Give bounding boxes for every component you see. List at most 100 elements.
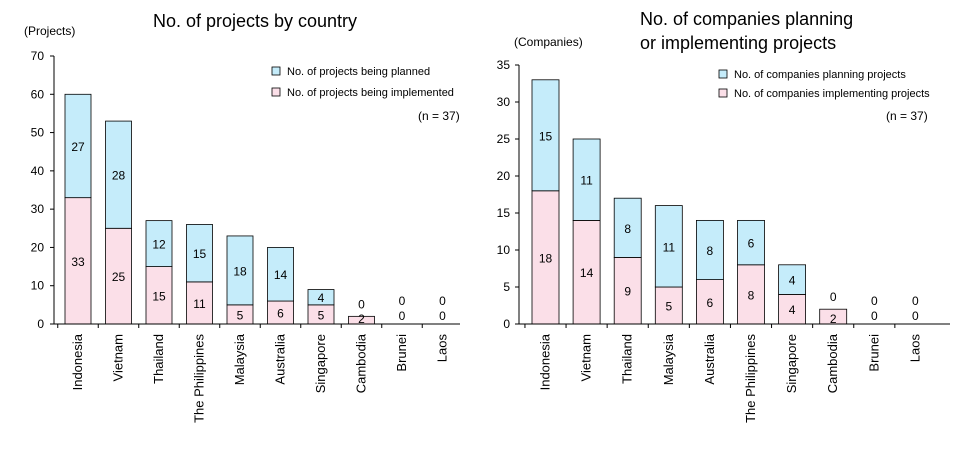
chart-1-data-label-planned: 0 bbox=[399, 294, 406, 308]
chart-2-category-label: Indonesia bbox=[538, 333, 553, 390]
chart-2-bar-implemented-vietnam bbox=[572, 219, 601, 325]
chart-1-data-label-planned: 0 bbox=[358, 297, 365, 311]
chart-2-data-label-implemented: 0 bbox=[871, 309, 878, 323]
chart-1-legend-implemented-swatch bbox=[271, 87, 281, 97]
chart-2-category-label: Vietnam bbox=[579, 334, 594, 381]
chart-1-bar-planned-the-philippines bbox=[186, 224, 213, 283]
chart-1-category-label: Vietnam bbox=[111, 334, 126, 381]
chart-2-data-label-implemented: 2 bbox=[830, 312, 837, 326]
chart-1-category-label: Malaysia bbox=[232, 333, 247, 385]
chart-1-category-label: Singapore bbox=[313, 334, 328, 393]
chart-2-legend: No. of companies planning projects No. o… bbox=[718, 69, 930, 123]
chart-2-bar-implemented-thailand bbox=[613, 256, 642, 325]
chart-1-bar-implemented-thailand bbox=[145, 266, 173, 325]
chart-2-legend-implemented-swatch bbox=[718, 88, 728, 98]
chart-2-bar-planned-thailand bbox=[613, 197, 642, 258]
chart-2-category-label: Singapore bbox=[784, 334, 799, 393]
chart-2-data-label-implemented: 14 bbox=[580, 266, 594, 280]
chart-2-sample-note: (n = 37) bbox=[886, 109, 928, 123]
chart-1-category-label: The Philippines bbox=[192, 334, 207, 423]
chart-2-y-tick-label: 25 bbox=[497, 132, 511, 146]
chart-1-data-label-implemented: 0 bbox=[439, 309, 446, 323]
chart-1-data-label-planned: 15 bbox=[193, 247, 207, 261]
chart-2-category-label: Laos bbox=[907, 334, 922, 363]
chart-2-category-label: The Philippines bbox=[743, 334, 758, 423]
chart-2-bar-planned-singapore bbox=[778, 264, 806, 295]
chart-1-category-label: Laos bbox=[435, 334, 450, 363]
chart-1-title: No. of projects by country bbox=[153, 11, 357, 31]
chart-2-y-tick-label: 15 bbox=[497, 206, 511, 220]
chart-2-data-label-implemented: 8 bbox=[748, 288, 755, 302]
chart-1-data-label-implemented: 6 bbox=[277, 307, 284, 321]
chart-2-category-label: Cambodia bbox=[825, 333, 840, 393]
chart-1-category-label: Brunei bbox=[394, 334, 409, 372]
chart-2-y-tick-label: 20 bbox=[497, 169, 511, 183]
chart-1-data-label-planned: 14 bbox=[274, 268, 288, 282]
chart-1-category-label: Cambodia bbox=[354, 333, 369, 393]
chart-1-data-label-implemented: 0 bbox=[399, 309, 406, 323]
chart-2-data-label-implemented: 0 bbox=[912, 309, 919, 323]
chart-2-data-label-planned: 4 bbox=[789, 274, 796, 288]
chart-1-data-label-planned: 4 bbox=[318, 291, 325, 305]
chart-2-y-tick-label: 30 bbox=[497, 95, 511, 109]
chart-1-data-label-planned: 12 bbox=[152, 238, 166, 252]
chart-2-data-label-planned: 11 bbox=[663, 240, 676, 254]
chart-1-y-tick-label: 0 bbox=[37, 317, 44, 331]
chart-2-bar-implemented-singapore bbox=[778, 293, 806, 325]
chart-1-legend-planned-swatch bbox=[271, 66, 281, 76]
chart-1-bar-planned-thailand bbox=[145, 220, 173, 267]
chart-2-data-label-implemented: 5 bbox=[665, 300, 672, 314]
chart-1-legend-planned-label: No. of projects being planned bbox=[287, 66, 430, 78]
chart-2-category-label: Thailand bbox=[620, 334, 635, 384]
chart-1-bar-planned-indonesia bbox=[64, 93, 92, 199]
chart-2-bar-implemented-malaysia bbox=[654, 286, 683, 325]
chart-2-y-tick-label: 5 bbox=[503, 280, 510, 294]
chart-1-data-label-implemented: 25 bbox=[112, 270, 126, 284]
chart-2-bar-implemented-indonesia bbox=[531, 190, 560, 325]
chart-2-y-tick-label: 0 bbox=[503, 317, 510, 331]
chart-2-title-line-1: No. of companies planning bbox=[640, 9, 853, 29]
chart-1-bar-planned-singapore bbox=[307, 289, 335, 306]
chart-2-y-tick-label: 10 bbox=[497, 243, 511, 257]
chart-2-data-label-implemented: 9 bbox=[624, 285, 631, 299]
chart-2-bar-planned-the-philippines bbox=[737, 219, 765, 266]
chart-1-bar-planned-australia bbox=[267, 247, 294, 302]
chart-1-y-axis-label: (Projects) bbox=[24, 24, 75, 38]
chart-1-data-label-implemented: 11 bbox=[193, 297, 206, 311]
chart-1-data-label-implemented: 5 bbox=[318, 308, 325, 322]
chart-2-legend-planned-swatch bbox=[718, 69, 728, 79]
chart-2-bar-planned-indonesia bbox=[531, 79, 560, 192]
chart-1-bar-implemented-vietnam bbox=[105, 227, 132, 325]
chart-1-data-label-planned: 18 bbox=[233, 264, 247, 278]
chart-1-y-tick-label: 20 bbox=[31, 240, 45, 254]
chart-2-data-label-planned: 11 bbox=[580, 174, 593, 188]
chart-1-bar-implemented-indonesia bbox=[64, 197, 92, 325]
chart-1-y-tick-label: 70 bbox=[31, 49, 45, 63]
chart-2-category-label: Australia bbox=[702, 333, 717, 384]
chart-1-category-label: Thailand bbox=[151, 334, 166, 384]
chart-2-data-label-implemented: 6 bbox=[707, 296, 714, 310]
chart-2-category-label: Brunei bbox=[866, 334, 881, 372]
chart-2-y-axis-label: (Companies) bbox=[514, 35, 583, 49]
chart-1-y-tick-label: 60 bbox=[31, 87, 45, 101]
chart-2-bar-implemented-australia bbox=[696, 279, 724, 325]
chart-1-data-label-implemented: 5 bbox=[237, 308, 244, 322]
chart-2-data-label-planned: 0 bbox=[912, 294, 919, 308]
chart-companies-planning-or-implementing: No. of companies planning or implementin… bbox=[497, 9, 950, 423]
chart-projects-by-country: No. of projects by country (Projects) 0 1… bbox=[24, 11, 460, 423]
chart-1-data-label-planned: 0 bbox=[439, 294, 446, 308]
chart-2-bar-planned-vietnam bbox=[572, 138, 601, 221]
chart-2-y-tick-label: 35 bbox=[497, 58, 511, 72]
chart-2-data-label-planned: 0 bbox=[871, 294, 878, 308]
chart-2-title-line-2: or implementing projects bbox=[640, 33, 836, 53]
chart-1-legend: No. of projects being planned No. of pro… bbox=[271, 66, 460, 123]
chart-1-data-label-implemented: 2 bbox=[358, 312, 365, 326]
chart-1-y-tick-label: 10 bbox=[31, 279, 45, 293]
chart-1-category-label: Indonesia bbox=[70, 333, 85, 390]
chart-2-legend-planned-label: No. of companies planning projects bbox=[734, 69, 906, 81]
chart-1-category-label: Australia bbox=[273, 333, 288, 384]
chart-2-bar-planned-australia bbox=[696, 219, 724, 280]
chart-2-data-label-implemented: 18 bbox=[539, 251, 553, 265]
chart-1-data-label-implemented: 15 bbox=[152, 289, 166, 303]
